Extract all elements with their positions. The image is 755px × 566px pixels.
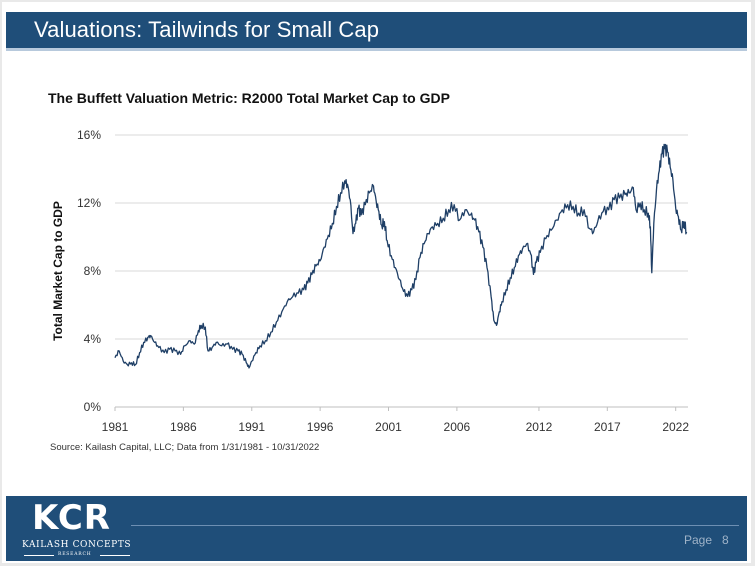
page-number: 8: [722, 533, 729, 547]
footer-divider: [131, 525, 739, 526]
x-tick-label: 2006: [444, 420, 471, 434]
logo-rule-left: [24, 555, 54, 556]
logo-letters: KCR: [32, 498, 111, 538]
source-note: Source: Kailash Capital, LLC; Data from …: [50, 442, 320, 453]
y-tick-label: 12%: [77, 196, 101, 210]
x-tick-label: 1996: [307, 420, 334, 434]
x-tick-label: 2001: [375, 420, 402, 434]
x-axis-ticks: 1981 1986 1991 1996 2001 2006 2012 2017 2022: [102, 407, 689, 434]
x-tick-label: 1991: [238, 420, 265, 434]
series-layer: [114, 143, 688, 369]
chart: 0% 4% 8% 12% 16% 1981 1986 1991 1996 2001 2006 201…: [51, 128, 689, 434]
series-line: [114, 143, 688, 369]
chart-title: The Buffett Valuation Metric: R2000 Tota…: [48, 90, 450, 106]
y-tick-label: 0%: [84, 400, 102, 414]
logo-company-name: KAILASH CONCEPTS: [22, 540, 132, 550]
page-label: Page: [684, 533, 713, 547]
logo-rule-right: [100, 555, 130, 556]
y-tick-label: 4%: [84, 332, 102, 346]
y-axis-ticks: 0% 4% 8% 12% 16%: [77, 128, 101, 414]
x-tick-label: 2012: [526, 420, 553, 434]
y-tick-label: 16%: [77, 128, 101, 142]
y-tick-label: 8%: [84, 264, 102, 278]
header-bar: Valuations: Tailwinds for Small Cap: [6, 12, 747, 51]
kcr-logo: KCR KAILASH CONCEPTS RESEARCH: [20, 498, 132, 557]
slide-title: Valuations: Tailwinds for Small Cap: [34, 17, 380, 42]
x-tick-label: 1981: [102, 420, 129, 434]
y-axis-label: Total Market Cap to GDP: [51, 201, 65, 341]
logo-subtitle: RESEARCH: [58, 552, 92, 557]
x-tick-label: 1986: [170, 420, 197, 434]
gridlines: [115, 134, 688, 408]
footer-bar: KCR KAILASH CONCEPTS RESEARCH Page 8: [6, 496, 747, 561]
x-tick-label: 2022: [662, 420, 689, 434]
x-tick-label: 2017: [594, 420, 621, 434]
